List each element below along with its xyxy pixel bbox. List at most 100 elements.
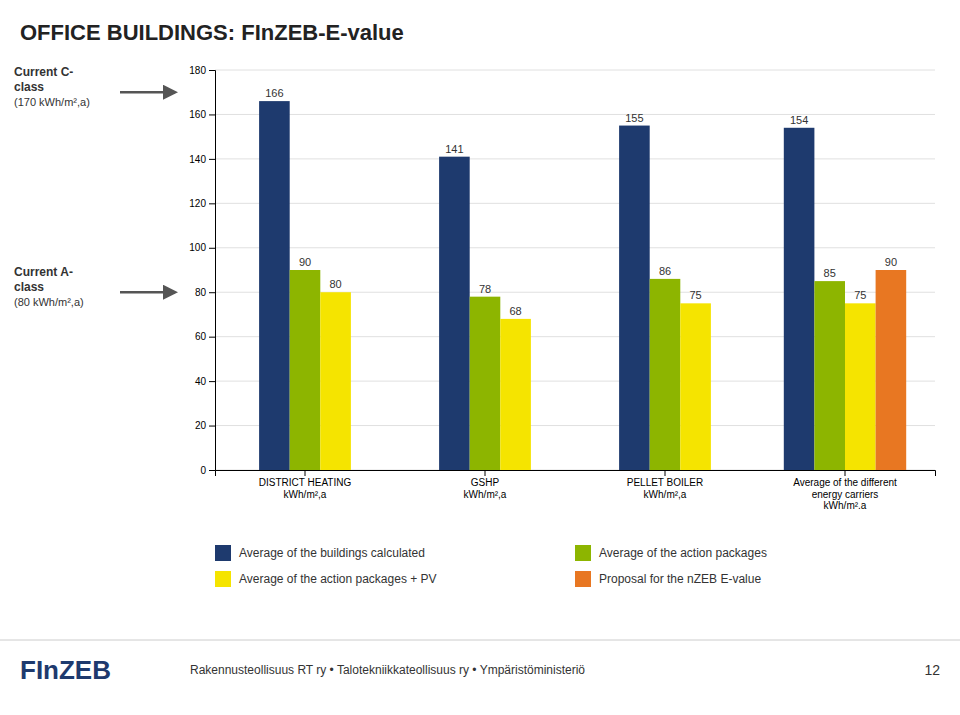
grid-line (215, 70, 935, 71)
bar (784, 128, 815, 470)
bar (259, 101, 290, 470)
x-tick-mark (665, 470, 666, 476)
data-label: 155 (625, 112, 643, 124)
y-tick-label: 140 (189, 154, 206, 165)
data-label: 86 (659, 265, 671, 277)
data-label: 154 (790, 114, 808, 126)
y-tick-mark (209, 159, 215, 160)
footer-text: 12 (924, 662, 940, 678)
bar (845, 303, 876, 470)
footer-text: FInZEB (20, 655, 111, 685)
y-tick-mark (209, 70, 215, 71)
legend-swatch (575, 571, 591, 587)
bar (439, 157, 470, 470)
y-axis-line (209, 71, 216, 471)
data-label: 90 (299, 256, 311, 268)
legend-label: Average of the action packages (599, 546, 767, 560)
bar (500, 319, 531, 470)
x-tick-label: DISTRICT HEATINGkWh/m²,a (259, 477, 352, 500)
y-tick: 0 (200, 465, 215, 476)
y-tick-label: 100 (189, 242, 206, 253)
grid-line (215, 158, 935, 159)
bar (876, 270, 907, 470)
data-label: 80 (329, 278, 341, 290)
grid-line (215, 114, 935, 115)
legend-label: Average of the buildings calculated (239, 546, 425, 560)
y-tick: 80 (195, 287, 215, 298)
y-tick-mark (209, 470, 215, 471)
x-tick-mark (845, 470, 846, 476)
annotation-text: (170 kWh/m²,a) (14, 96, 90, 108)
annotation-text: Current C- (14, 65, 73, 79)
y-tick-label: 20 (195, 420, 207, 431)
title: OFFICE BUILDINGS: FInZEB-E-value (20, 20, 404, 45)
y-tick: 120 (189, 198, 215, 209)
legend-item: Average of the action packages (575, 545, 767, 561)
y-tick: 160 (189, 109, 215, 120)
x-tick: PELLET BOILERkWh/m²,a (627, 470, 704, 500)
footer-text: Rakennusteollisuus RT ry • Talotekniikka… (190, 663, 585, 677)
y-tick: 100 (189, 242, 215, 253)
data-label: 68 (509, 305, 521, 317)
bar (290, 270, 321, 470)
data-label: 85 (824, 267, 836, 279)
annotation-text: class (14, 280, 44, 294)
y-tick: 140 (189, 154, 215, 165)
y-tick-label: 120 (189, 198, 206, 209)
data-label: 78 (479, 283, 491, 295)
annotations: Current C-class(170 kWh/m²,a)Current A-c… (14, 65, 175, 308)
y-tick-mark (209, 381, 215, 382)
legend-item: Average of the action packages + PV (215, 571, 437, 587)
bars (259, 101, 906, 470)
data-label: 166 (265, 87, 283, 99)
annotation-text: (80 kWh/m²,a) (14, 296, 84, 308)
grid-line (215, 247, 935, 248)
y-tick-label: 180 (189, 65, 206, 76)
y-tick: 180 (189, 65, 215, 76)
plot: 0 20 40 60 80 100 120 140 160 180 DISTRICT HEATING… (189, 65, 935, 511)
x-axis: DISTRICT HEATINGkWh/m²,a GSHPkWh/m²,a PELL… (216, 470, 936, 511)
y-tick-mark (209, 114, 215, 115)
x-tick-label: GSHPkWh/m²,a (464, 477, 507, 500)
y-tick-label: 160 (189, 109, 206, 120)
x-axis-line (216, 471, 936, 477)
y-tick-label: 80 (195, 287, 207, 298)
y-tick-mark (209, 426, 215, 427)
legend-swatch (575, 545, 591, 561)
legend-label: Average of the action packages + PV (239, 572, 437, 586)
x-tick: GSHPkWh/m²,a (464, 470, 507, 500)
annotation-text: class (14, 80, 44, 94)
x-tick-mark (485, 470, 486, 476)
bar (814, 281, 845, 470)
y-tick: 20 (195, 420, 215, 431)
bar (320, 292, 351, 470)
bar (650, 279, 681, 470)
data-label: 90 (885, 256, 897, 268)
chart: OFFICE BUILDINGS: FInZEB-E-value 0 20 40 60 8… (0, 0, 960, 715)
annotation-arrow (120, 91, 175, 94)
y-tick-mark (209, 337, 215, 338)
x-tick-mark (305, 470, 306, 476)
grid-line (215, 203, 935, 204)
x-tick: Average of the differentenergy carriersk… (793, 470, 897, 511)
data-label: 75 (854, 289, 866, 301)
y-tick-label: 60 (195, 331, 207, 342)
y-tick-mark (209, 292, 215, 293)
legend-item: Average of the buildings calculated (215, 545, 425, 561)
y-axis: 0 20 40 60 80 100 120 140 160 180 (189, 65, 215, 476)
y-tick-mark (209, 203, 215, 204)
bar (680, 303, 711, 470)
y-tick: 60 (195, 331, 215, 342)
grid (215, 70, 935, 470)
bar (619, 126, 650, 470)
legend-swatch (215, 571, 231, 587)
bar (470, 297, 501, 470)
legend-item: Proposal for the nZEB E-value (575, 571, 761, 587)
data-label: 75 (689, 289, 701, 301)
y-tick-label: 40 (195, 376, 207, 387)
annotation-arrow (120, 291, 175, 294)
data-labels: 166 90 80 141 78 68 155 86 75 154 85 75 90 (265, 87, 897, 317)
y-tick-mark (209, 248, 215, 249)
data-label: 141 (445, 143, 463, 155)
x-tick-label: PELLET BOILERkWh/m²,a (627, 477, 704, 500)
